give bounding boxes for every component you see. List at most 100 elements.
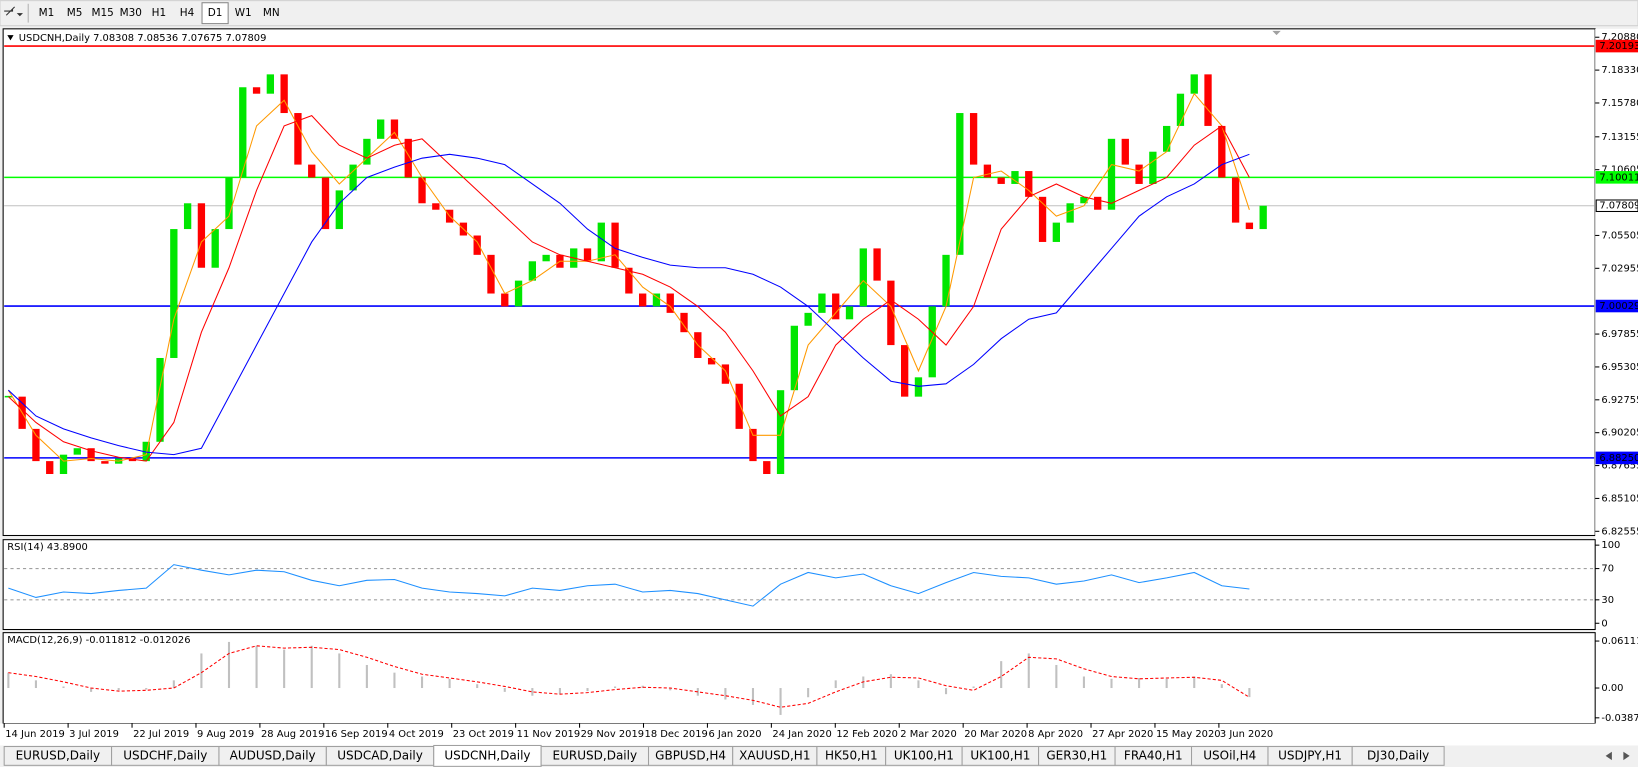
y-tick-label: 0 [1601,618,1607,629]
candle [211,229,219,268]
candle [349,164,357,191]
timeframe-button[interactable]: D1 [208,7,223,19]
tab-scroll-left[interactable] [1605,751,1612,761]
tab[interactable] [1351,745,1445,766]
timeframe-button[interactable]: M1 [39,7,55,19]
candle [735,383,743,429]
candle [901,345,909,397]
tab-label[interactable]: UK100,H1 [970,748,1030,762]
candle [639,293,647,307]
tab-label[interactable]: USDJPY,H1 [1278,748,1342,762]
candle [266,74,275,94]
tab-label[interactable]: UK100,H1 [894,748,954,762]
macd-bar [1220,684,1223,689]
tab-label[interactable]: FRA40,H1 [1124,748,1183,762]
macd-bar [1027,653,1030,689]
candle [749,428,757,462]
macd-bar [503,688,506,692]
chart-header: USDCNH,Daily 7.08308 7.08536 7.07675 7.0… [19,33,267,44]
candle [142,441,150,462]
candle [197,203,206,268]
candle [887,280,895,346]
macd-bar [393,672,396,689]
tab-label[interactable]: USDCAD,Daily [337,748,423,762]
tab-label[interactable]: EURUSD,Daily [16,748,101,762]
y-tick-label: 6.85105 [1601,493,1638,504]
macd-bar [917,680,920,689]
y-tick-label: -0.038777 [1601,713,1638,724]
candle [128,458,137,462]
x-tick-label: 11 Nov 2019 [517,729,580,740]
x-tick-label: 23 Oct 2019 [453,729,514,740]
tab-label[interactable]: DJ30,Daily [1367,748,1429,762]
tab-label[interactable]: XAUUSD,H1 [739,748,810,762]
x-tick-label: 27 Apr 2020 [1092,729,1153,740]
macd-bar [1248,688,1251,698]
candle [1080,196,1088,204]
tab-scroll-right[interactable] [1623,751,1630,761]
macd-bar [1193,676,1196,689]
draw-tool[interactable] [4,6,23,17]
price-panel [2,28,1596,537]
candle [1052,222,1060,242]
candle [156,357,164,442]
candle [1038,196,1047,242]
x-tick-label: 29 Nov 2019 [581,729,644,740]
candle [1259,205,1267,230]
candle [804,312,812,326]
level-label: 7.07809 [1599,201,1638,212]
candle [1066,203,1074,223]
tab-label[interactable]: AUDUSD,Daily [230,748,316,762]
tab-label[interactable]: EURUSD,Daily [553,748,638,762]
candle [1231,177,1240,223]
candle [32,428,40,462]
macd-bar [90,688,93,692]
candle [377,119,385,139]
candle [514,280,523,307]
candle [418,177,426,204]
timeframe-button[interactable]: H4 [180,7,195,19]
macd-bar [724,688,727,700]
tab-label[interactable]: USOil,H4 [1203,748,1256,762]
macd-bar [751,688,755,705]
timeframe-button[interactable]: M5 [67,7,83,19]
tab-label[interactable]: GER30,H1 [1046,748,1107,762]
macd-bar [889,674,892,689]
candle [1163,125,1171,152]
y-tick-label: 0.061119 [1601,636,1638,647]
candle [611,222,619,268]
tab-label[interactable]: GBPUSD,H4 [655,748,726,762]
macd-bar [227,641,231,689]
macd-bar [807,688,810,698]
candle [914,377,923,397]
candle [597,222,605,262]
level-label: 6.88250 [1599,453,1638,464]
candle [1011,171,1019,184]
candle [170,229,178,358]
tab-label[interactable]: HK50,H1 [825,748,878,762]
timeframe-button[interactable]: H1 [152,7,167,19]
x-tick-label: 3 Jul 2019 [69,729,119,740]
candle [1190,74,1198,94]
candle [183,203,192,230]
macd-bar [34,680,37,689]
macd-header: MACD(12,26,9) -0.011812 -0.012026 [7,635,190,646]
macd-bar [972,686,975,689]
macd-bar [1082,676,1085,689]
timeframe-button[interactable]: MN [263,7,280,19]
timeframe-button[interactable]: W1 [235,7,252,19]
x-tick-label: 14 Jun 2019 [5,729,65,740]
candle [1204,74,1212,126]
y-tick-label: 7.18330 [1601,65,1638,76]
y-tick-label: 7.05505 [1601,230,1638,241]
candle [404,138,412,178]
timeframe-button[interactable]: M30 [120,7,142,19]
tab-label[interactable]: USDCNH,Daily [444,748,530,762]
macd-bar [944,688,948,695]
timeframe-button[interactable]: M15 [92,7,114,19]
tab-label[interactable]: USDCHF,Daily [123,748,207,762]
x-tick-label: 24 Jan 2020 [772,729,831,740]
candle [321,177,330,230]
y-tick-label: 70 [1601,564,1614,575]
candle [432,203,440,210]
